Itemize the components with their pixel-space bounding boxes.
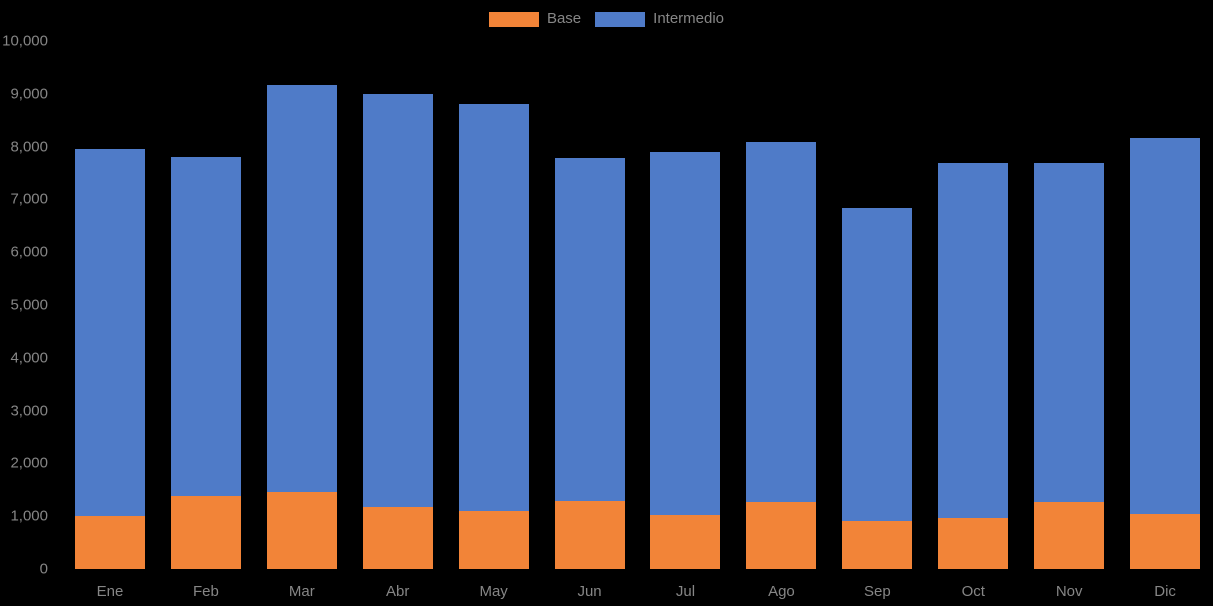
bar-segment-intermedio — [1130, 137, 1201, 515]
x-tick-label: May — [479, 583, 508, 600]
y-axis: 0 1,000 2,000 3,000 4,000 5,000 6,000 7,000 8,00… — [0, 0, 48, 606]
x-tick-label: Dic — [1154, 583, 1176, 600]
bar-segment-intermedio — [458, 104, 529, 511]
bar-segment-intermedio — [746, 141, 817, 502]
legend-label: Intermedio — [653, 10, 725, 27]
bar-column-ago — [733, 41, 829, 569]
x-tick-label: Jul — [675, 583, 696, 600]
bar-segment-intermedio — [266, 84, 337, 493]
x-tick-label: Ene — [96, 583, 124, 600]
x-tick-label: Nov — [1055, 583, 1083, 600]
bar-segment-base — [746, 501, 817, 569]
bar-segment-base — [1130, 514, 1201, 569]
y-tick-label: 8,000 — [10, 138, 48, 156]
bar-segment-intermedio — [938, 162, 1009, 518]
bar-segment-base — [74, 516, 145, 569]
stacked-bar — [1130, 137, 1201, 569]
chart-legend: Base Intermedio — [0, 11, 1213, 27]
bar-segment-base — [170, 496, 241, 569]
x-tick-label: Mar — [288, 583, 315, 600]
bar-segment-base — [650, 515, 721, 569]
y-tick-label: 10,000 — [2, 32, 48, 50]
y-tick-label: 1,000 — [10, 507, 48, 525]
stacked-bar — [458, 104, 529, 569]
bar-segment-base — [554, 501, 625, 569]
y-tick-label: 6,000 — [10, 243, 48, 261]
bar-segment-intermedio — [650, 151, 721, 516]
legend-swatch-icon — [595, 11, 646, 27]
bar-column-mar — [254, 41, 350, 569]
bar-segment-base — [362, 507, 433, 569]
plot-area — [62, 41, 1213, 569]
bar-segment-base — [1034, 501, 1105, 569]
bar-column-ene — [62, 41, 158, 569]
bar-column-sep — [829, 41, 925, 569]
bar-segment-base — [938, 517, 1009, 569]
bar-segment-intermedio — [842, 207, 913, 522]
bar-column-nov — [1021, 41, 1117, 569]
y-tick-label: 0 — [39, 560, 48, 578]
bar-segment-base — [842, 521, 913, 569]
y-tick-label: 9,000 — [10, 85, 48, 103]
y-tick-label: 7,000 — [10, 190, 48, 208]
bar-column-jul — [638, 41, 734, 569]
bar-segment-base — [458, 510, 529, 569]
bar-column-dic — [1117, 41, 1213, 569]
x-tick-label: Sep — [863, 583, 891, 600]
stacked-bar — [1034, 162, 1105, 569]
bar-column-oct — [925, 41, 1021, 569]
stacked-bar — [650, 151, 721, 569]
stacked-bar — [362, 94, 433, 569]
stacked-bar — [938, 162, 1009, 569]
y-tick-label: 5,000 — [10, 296, 48, 314]
x-tick-label: Abr — [386, 583, 410, 600]
bar-segment-intermedio — [554, 158, 625, 502]
legend-label: Base — [546, 10, 582, 27]
bar-segment-intermedio — [362, 94, 433, 508]
bar-segment-intermedio — [170, 157, 241, 497]
bar-column-abr — [350, 41, 446, 569]
bar-column-may — [446, 41, 542, 569]
bar-segment-intermedio — [1034, 162, 1105, 502]
x-axis: Ene Feb Mar Abr May Jun Jul Ago Sep Oct Nov Dic — [62, 584, 1213, 600]
bar-segment-intermedio — [74, 149, 145, 517]
bar-segment-base — [266, 492, 337, 569]
x-tick-label: Ago — [768, 583, 795, 600]
stacked-bar — [266, 84, 337, 569]
legend-item-intermedio: Intermedio — [595, 11, 724, 27]
bar-column-jun — [542, 41, 638, 569]
bar-column-feb — [158, 41, 254, 569]
x-tick-label: Oct — [961, 583, 985, 600]
stacked-bar — [554, 158, 625, 569]
stacked-bar — [746, 141, 817, 569]
y-tick-label: 3,000 — [10, 402, 48, 420]
x-tick-label: Jun — [577, 583, 602, 600]
y-tick-label: 2,000 — [10, 454, 48, 472]
x-tick-label: Feb — [192, 583, 219, 600]
legend-item-base: Base — [488, 10, 582, 27]
stacked-bar — [842, 207, 913, 569]
y-tick-label: 4,000 — [10, 349, 48, 367]
legend-swatch-icon — [488, 11, 539, 27]
stacked-bar — [74, 149, 145, 569]
stacked-bar — [170, 157, 241, 569]
